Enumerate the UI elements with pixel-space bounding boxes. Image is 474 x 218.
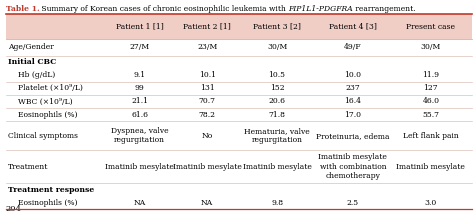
Text: 3.0: 3.0 [425, 199, 437, 207]
Text: Hematuria, valve
regurgitation: Hematuria, valve regurgitation [244, 127, 310, 145]
Text: Dyspnea, valve
regurgitation: Dyspnea, valve regurgitation [111, 127, 168, 145]
Text: Left flank pain: Left flank pain [403, 132, 459, 140]
Text: 30/M: 30/M [421, 43, 441, 51]
Text: Eosinophils (%): Eosinophils (%) [18, 199, 77, 207]
Text: 16.4: 16.4 [344, 97, 361, 106]
Text: 99: 99 [135, 84, 145, 92]
Text: Imatinib mesylate: Imatinib mesylate [396, 163, 465, 171]
Text: 237: 237 [346, 84, 360, 92]
Text: Imatinib mesylate
with combination
chemotherapy: Imatinib mesylate with combination chemo… [319, 153, 387, 180]
Text: 9.8: 9.8 [271, 199, 283, 207]
Text: 9.1: 9.1 [134, 71, 146, 79]
Text: 78.2: 78.2 [199, 111, 216, 119]
Text: Imatinib mesylate: Imatinib mesylate [243, 163, 311, 171]
Text: 131: 131 [200, 84, 215, 92]
Text: Clinical symptoms: Clinical symptoms [8, 132, 78, 140]
Text: 2.5: 2.5 [347, 199, 359, 207]
Text: NA: NA [201, 199, 213, 207]
Text: 21.1: 21.1 [131, 97, 148, 106]
Text: Treatment response: Treatment response [8, 186, 94, 194]
Text: 204: 204 [6, 204, 22, 213]
Text: Table 1.: Table 1. [6, 5, 39, 13]
Text: 30/M: 30/M [267, 43, 287, 51]
Text: 127: 127 [424, 84, 438, 92]
Text: 49/F: 49/F [344, 43, 362, 51]
Text: Treatment: Treatment [8, 163, 48, 171]
Text: Patient 3 [2]: Patient 3 [2] [253, 23, 301, 31]
Text: WBC (×10⁹/L): WBC (×10⁹/L) [18, 97, 72, 106]
Text: Imatinib mesylate: Imatinib mesylate [105, 163, 174, 171]
Text: 20.6: 20.6 [269, 97, 286, 106]
Text: rearrangement.: rearrangement. [353, 5, 416, 13]
Text: 46.0: 46.0 [422, 97, 439, 106]
Text: NA: NA [134, 199, 146, 207]
Text: 61.6: 61.6 [131, 111, 148, 119]
Bar [6, 14, 472, 39]
Text: Age/Gender: Age/Gender [8, 43, 54, 51]
Text: Summary of Korean cases of chronic eosinophilic leukemia with: Summary of Korean cases of chronic eosin… [39, 5, 289, 13]
Text: Eosinophils (%): Eosinophils (%) [18, 111, 77, 119]
Text: Patient 4 [3]: Patient 4 [3] [329, 23, 377, 31]
Text: Patient 1 [1]: Patient 1 [1] [116, 23, 164, 31]
Text: 70.7: 70.7 [199, 97, 216, 106]
Text: 152: 152 [270, 84, 284, 92]
Text: Imatinib mesylate: Imatinib mesylate [173, 163, 242, 171]
Text: Present case: Present case [406, 23, 456, 31]
Text: 27/M: 27/M [129, 43, 150, 51]
Text: 11.9: 11.9 [422, 71, 439, 79]
Text: FIP1L1-PDGFRA: FIP1L1-PDGFRA [289, 5, 353, 13]
Text: No: No [201, 132, 213, 140]
Text: 55.7: 55.7 [422, 111, 439, 119]
Text: 71.8: 71.8 [269, 111, 286, 119]
Text: Initial CBC: Initial CBC [8, 58, 56, 66]
Text: 10.1: 10.1 [199, 71, 216, 79]
Text: 10.5: 10.5 [269, 71, 286, 79]
Text: Platelet (×10⁹/L): Platelet (×10⁹/L) [18, 84, 82, 92]
Text: Proteinuria, edema: Proteinuria, edema [316, 132, 390, 140]
Text: Hb (g/dL): Hb (g/dL) [18, 71, 55, 79]
Text: 23/M: 23/M [197, 43, 218, 51]
Text: 10.0: 10.0 [344, 71, 361, 79]
Text: Patient 2 [1]: Patient 2 [1] [183, 23, 231, 31]
Text: 17.0: 17.0 [344, 111, 361, 119]
